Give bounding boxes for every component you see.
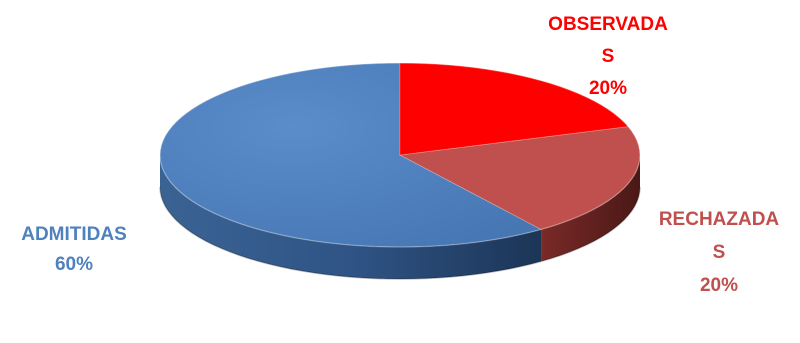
pie-top-rim [159,62,641,248]
data-label-rechazadas-line-0: RECHAZADA [659,209,780,230]
data-label-observadas-line-1: S [602,46,615,67]
data-label-admitidas: ADMITIDAS 60% [21,224,127,275]
pie-slice-admitidas [159,62,543,248]
data-label-rechazadas: RECHAZADA S 20% [659,209,780,296]
pie-label-layer: ADMITIDAS 60% OBSERVADA S 20% RECHAZADA S 20% [21,14,779,296]
data-label-rechazadas-line-2: 20% [700,275,738,296]
pie-side-admitidas [160,155,542,279]
pie-bottom-rim [159,186,641,280]
pie-slice-observadas [399,62,630,156]
pie-top-layer [159,62,641,248]
pie-side-layer [159,155,641,280]
data-label-observadas-line-0: OBSERVADA [548,14,668,35]
data-label-rechazadas-line-1: S [713,242,726,263]
data-label-observadas-line-2: 20% [589,78,627,99]
data-label-admitidas-line-1: 60% [55,254,93,275]
data-label-observadas: OBSERVADA S 20% [548,14,668,99]
pie-slice-rechazadas [398,126,641,230]
pie-side-rechazadas [541,155,640,262]
data-label-admitidas-line-0: ADMITIDAS [21,224,127,245]
